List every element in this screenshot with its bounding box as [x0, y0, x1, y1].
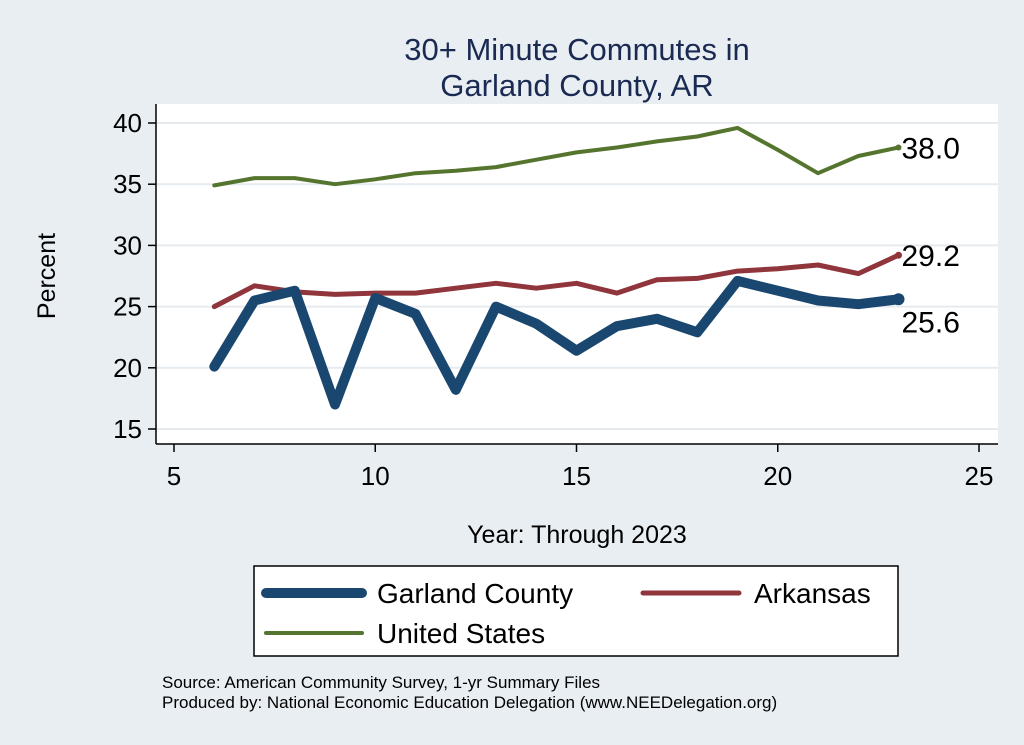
- chart-title-line-2: Garland County, AR: [440, 68, 713, 103]
- legend-label-united-states: United States: [377, 618, 545, 649]
- legend: Garland County Arkansas United States: [253, 565, 899, 657]
- y-tick-label-25: 25: [113, 292, 142, 322]
- legend-box: [253, 565, 899, 657]
- y-tick-label-40: 40: [113, 108, 142, 138]
- series-line-garland-county: [209, 275, 904, 410]
- y-tick-label-20: 20: [113, 353, 142, 383]
- series-line-arkansas: [211, 252, 901, 310]
- end-label-united-states: 38.0: [902, 132, 960, 165]
- x-tick-label-15: 15: [562, 461, 591, 491]
- series-endpoint-arkansas: [895, 251, 902, 259]
- y-tick-label-30: 30: [113, 230, 142, 260]
- x-axis-title: Year: Through 2023: [467, 521, 687, 549]
- chart-title-line-1: 30+ Minute Commutes in: [404, 32, 749, 67]
- legend-label-arkansas: Arkansas: [754, 578, 871, 609]
- end-label-arkansas: 29.2: [902, 240, 960, 273]
- x-tick-label-10: 10: [361, 461, 390, 491]
- series-endpoint-united-states: [895, 144, 902, 151]
- y-tick-label-15: 15: [113, 414, 142, 444]
- axes: 15 20 25 30 35 40 5 10 15 20 25: [113, 104, 998, 491]
- source-note: Source: American Community Survey, 1-yr …: [162, 673, 600, 692]
- legend-label-garland-county: Garland County: [377, 578, 573, 609]
- x-tick-label-20: 20: [763, 461, 792, 491]
- series-line-united-states: [212, 125, 901, 188]
- end-value-labels: 29.2 38.0 25.6: [902, 132, 960, 339]
- series-lines: [209, 125, 905, 410]
- series-endpoint-garland-county: [892, 293, 905, 306]
- x-tick-label-25: 25: [965, 461, 994, 491]
- y-tick-label-35: 35: [113, 169, 142, 199]
- producer-note: Produced by: National Economic Education…: [162, 693, 777, 712]
- y-axis-title: Percent: [33, 233, 61, 319]
- x-tick-label-5: 5: [167, 461, 181, 491]
- end-label-garland-county: 25.6: [902, 306, 960, 339]
